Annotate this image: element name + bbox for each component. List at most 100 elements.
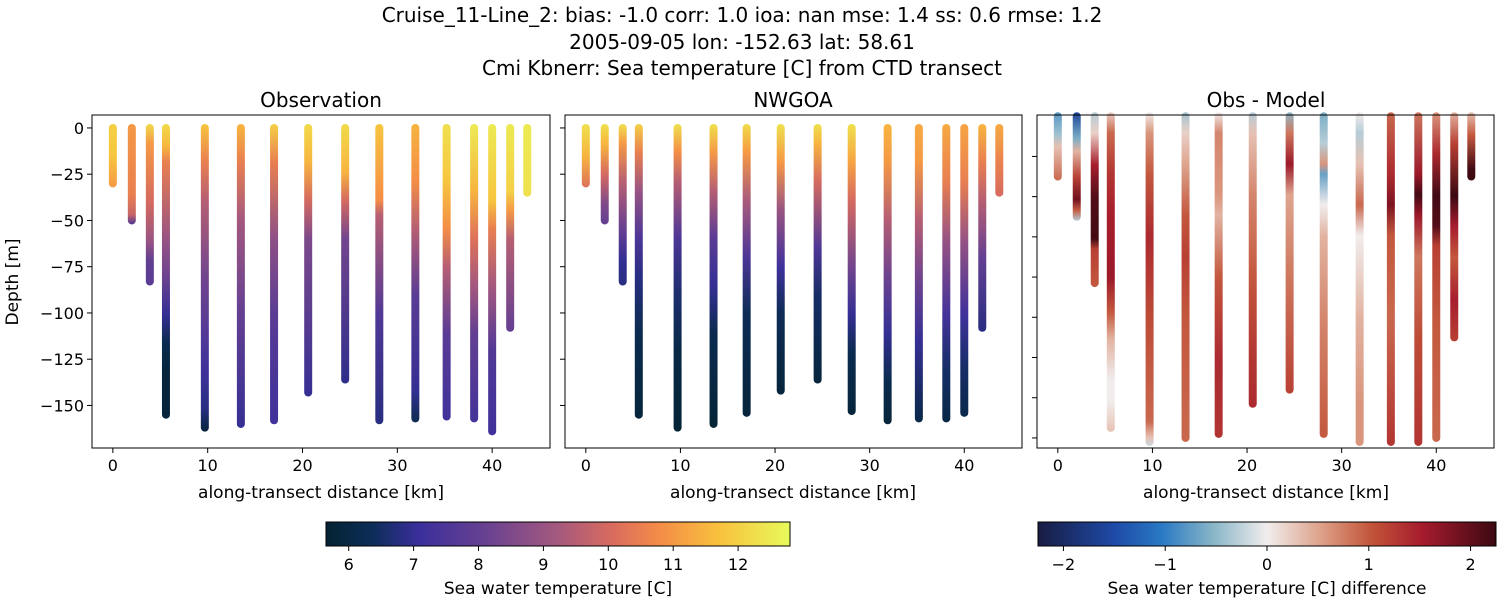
profile-diff-station-5 — [1181, 112, 1190, 442]
x-tick-label: 40 — [954, 456, 974, 475]
profile-diff-station-12 — [1414, 112, 1423, 446]
x-tick-label: 30 — [859, 456, 879, 475]
profile-model-station-8 — [813, 123, 822, 384]
profile-diff-station-2 — [1090, 112, 1099, 288]
profile-obs-station-4 — [200, 123, 209, 432]
profile-model-station-10 — [883, 123, 892, 425]
profile-model-station-6 — [742, 123, 751, 417]
profile-obs-station-3 — [161, 123, 170, 419]
profile-obs-station-15 — [523, 123, 532, 197]
panel-title-observation: Observation — [260, 88, 382, 112]
colorbar-tick-label: 7 — [409, 555, 419, 574]
profile-obs-station-2 — [145, 123, 154, 286]
profile-obs-station-10 — [411, 123, 420, 423]
colorbar-balance — [1037, 521, 1497, 547]
profile-model-station-0 — [581, 123, 590, 188]
y-axis-label: Depth [m] — [3, 238, 23, 325]
profile-model-station-12 — [942, 123, 951, 423]
colorbar-tick-label: 1 — [1364, 555, 1374, 574]
colorbar-tick-label: 10 — [598, 555, 618, 574]
profile-diff-station-13 — [1432, 112, 1441, 442]
x-axis-label-obs-model: along-transect distance [km] — [1143, 483, 1389, 503]
profile-obs-station-1 — [127, 123, 136, 225]
colorbar-temperature-label: Sea water temperature [C] — [444, 579, 672, 599]
x-axis-label-nwgoa: along-transect distance [km] — [670, 483, 916, 503]
profile-diff-station-0 — [1053, 112, 1062, 181]
profile-model-station-4 — [673, 123, 682, 432]
profile-diff-station-6 — [1214, 112, 1223, 438]
x-tick-label: 20 — [765, 456, 785, 475]
x-tick-label: 0 — [1053, 456, 1063, 475]
profile-model-station-5 — [709, 123, 718, 428]
profile-obs-station-8 — [341, 123, 350, 384]
colorbar-tick-label: −1 — [1153, 555, 1177, 574]
profile-model-station-11 — [914, 123, 923, 423]
colorbar-tick-label: 9 — [538, 555, 548, 574]
colorbar-tick-label: 0 — [1262, 555, 1272, 574]
x-tick-label: 20 — [1237, 456, 1257, 475]
y-tick-label: −125 — [40, 350, 84, 369]
profile-model-station-13 — [960, 123, 969, 417]
y-tick-label: −150 — [40, 396, 84, 415]
colorbar-tick-label: 2 — [1465, 555, 1475, 574]
profile-diff-station-7 — [1248, 112, 1257, 408]
x-tick-label: 30 — [1331, 456, 1351, 475]
axes-frame-model — [564, 114, 1023, 449]
x-tick-label: 10 — [670, 456, 690, 475]
colorbar-difference-label: Sea water temperature [C] difference — [1107, 579, 1426, 599]
profile-obs-station-9 — [375, 123, 384, 425]
panel-title-obs-model: Obs - Model — [1207, 88, 1326, 112]
profile-model-station-15 — [995, 123, 1004, 197]
y-tick-label: −25 — [50, 165, 84, 184]
colorbar-tick-label: 8 — [473, 555, 483, 574]
profile-diff-station-10 — [1355, 112, 1364, 446]
panel-title-nwgoa: NWGOA — [753, 88, 833, 112]
profile-obs-station-6 — [270, 123, 279, 425]
profile-diff-station-15 — [1467, 112, 1476, 181]
profile-model-station-9 — [847, 123, 856, 415]
profile-diff-station-1 — [1072, 112, 1081, 221]
colorbar-tick-label: 12 — [728, 555, 748, 574]
x-tick-label: 30 — [387, 456, 407, 475]
profile-diff-station-14 — [1450, 112, 1459, 342]
profile-obs-station-7 — [304, 123, 313, 397]
x-tick-label: 20 — [292, 456, 312, 475]
profile-obs-station-11 — [442, 123, 451, 421]
colorbar-thermal — [325, 521, 791, 547]
title-line-1: Cruise_11-Line_2: bias: -1.0 corr: 1.0 i… — [382, 3, 1103, 27]
y-tick-label: −75 — [50, 258, 84, 277]
x-tick-label: 0 — [108, 456, 118, 475]
profile-model-station-3 — [634, 123, 643, 419]
profile-diff-station-3 — [1106, 112, 1115, 432]
y-tick-label: 0 — [74, 119, 84, 138]
x-tick-label: 10 — [1142, 456, 1162, 475]
x-tick-label: 40 — [1426, 456, 1446, 475]
profile-obs-station-12 — [470, 123, 479, 423]
profile-diff-station-11 — [1386, 112, 1395, 446]
y-tick-label: −100 — [40, 304, 84, 323]
title-line-2: 2005-09-05 lon: -152.63 lat: 58.61 — [569, 30, 915, 54]
x-tick-label: 10 — [198, 456, 218, 475]
profile-diff-station-4 — [1145, 112, 1154, 446]
profile-model-station-7 — [776, 123, 785, 395]
profile-diff-station-9 — [1319, 112, 1328, 438]
x-tick-label: 40 — [482, 456, 502, 475]
y-tick-label: −50 — [50, 211, 84, 230]
profile-model-station-2 — [618, 123, 627, 286]
axes-frame-diff — [1036, 114, 1495, 449]
profile-obs-station-0 — [108, 123, 117, 188]
colorbar-tick-label: 6 — [344, 555, 354, 574]
x-axis-label-observation: along-transect distance [km] — [198, 483, 444, 503]
profile-obs-station-14 — [506, 123, 515, 332]
colorbar-tick-label: −2 — [1052, 555, 1076, 574]
profile-obs-station-5 — [236, 123, 245, 428]
axes-frame-obs — [91, 114, 551, 449]
profile-model-station-14 — [978, 123, 987, 332]
profile-model-station-1 — [600, 123, 609, 225]
x-tick-label: 0 — [581, 456, 591, 475]
profile-diff-station-8 — [1285, 112, 1294, 394]
title-line-3: Cmi Kbnerr: Sea temperature [C] from CTD… — [482, 56, 1002, 80]
profile-obs-station-13 — [488, 123, 497, 436]
colorbar-tick-label: 11 — [663, 555, 683, 574]
